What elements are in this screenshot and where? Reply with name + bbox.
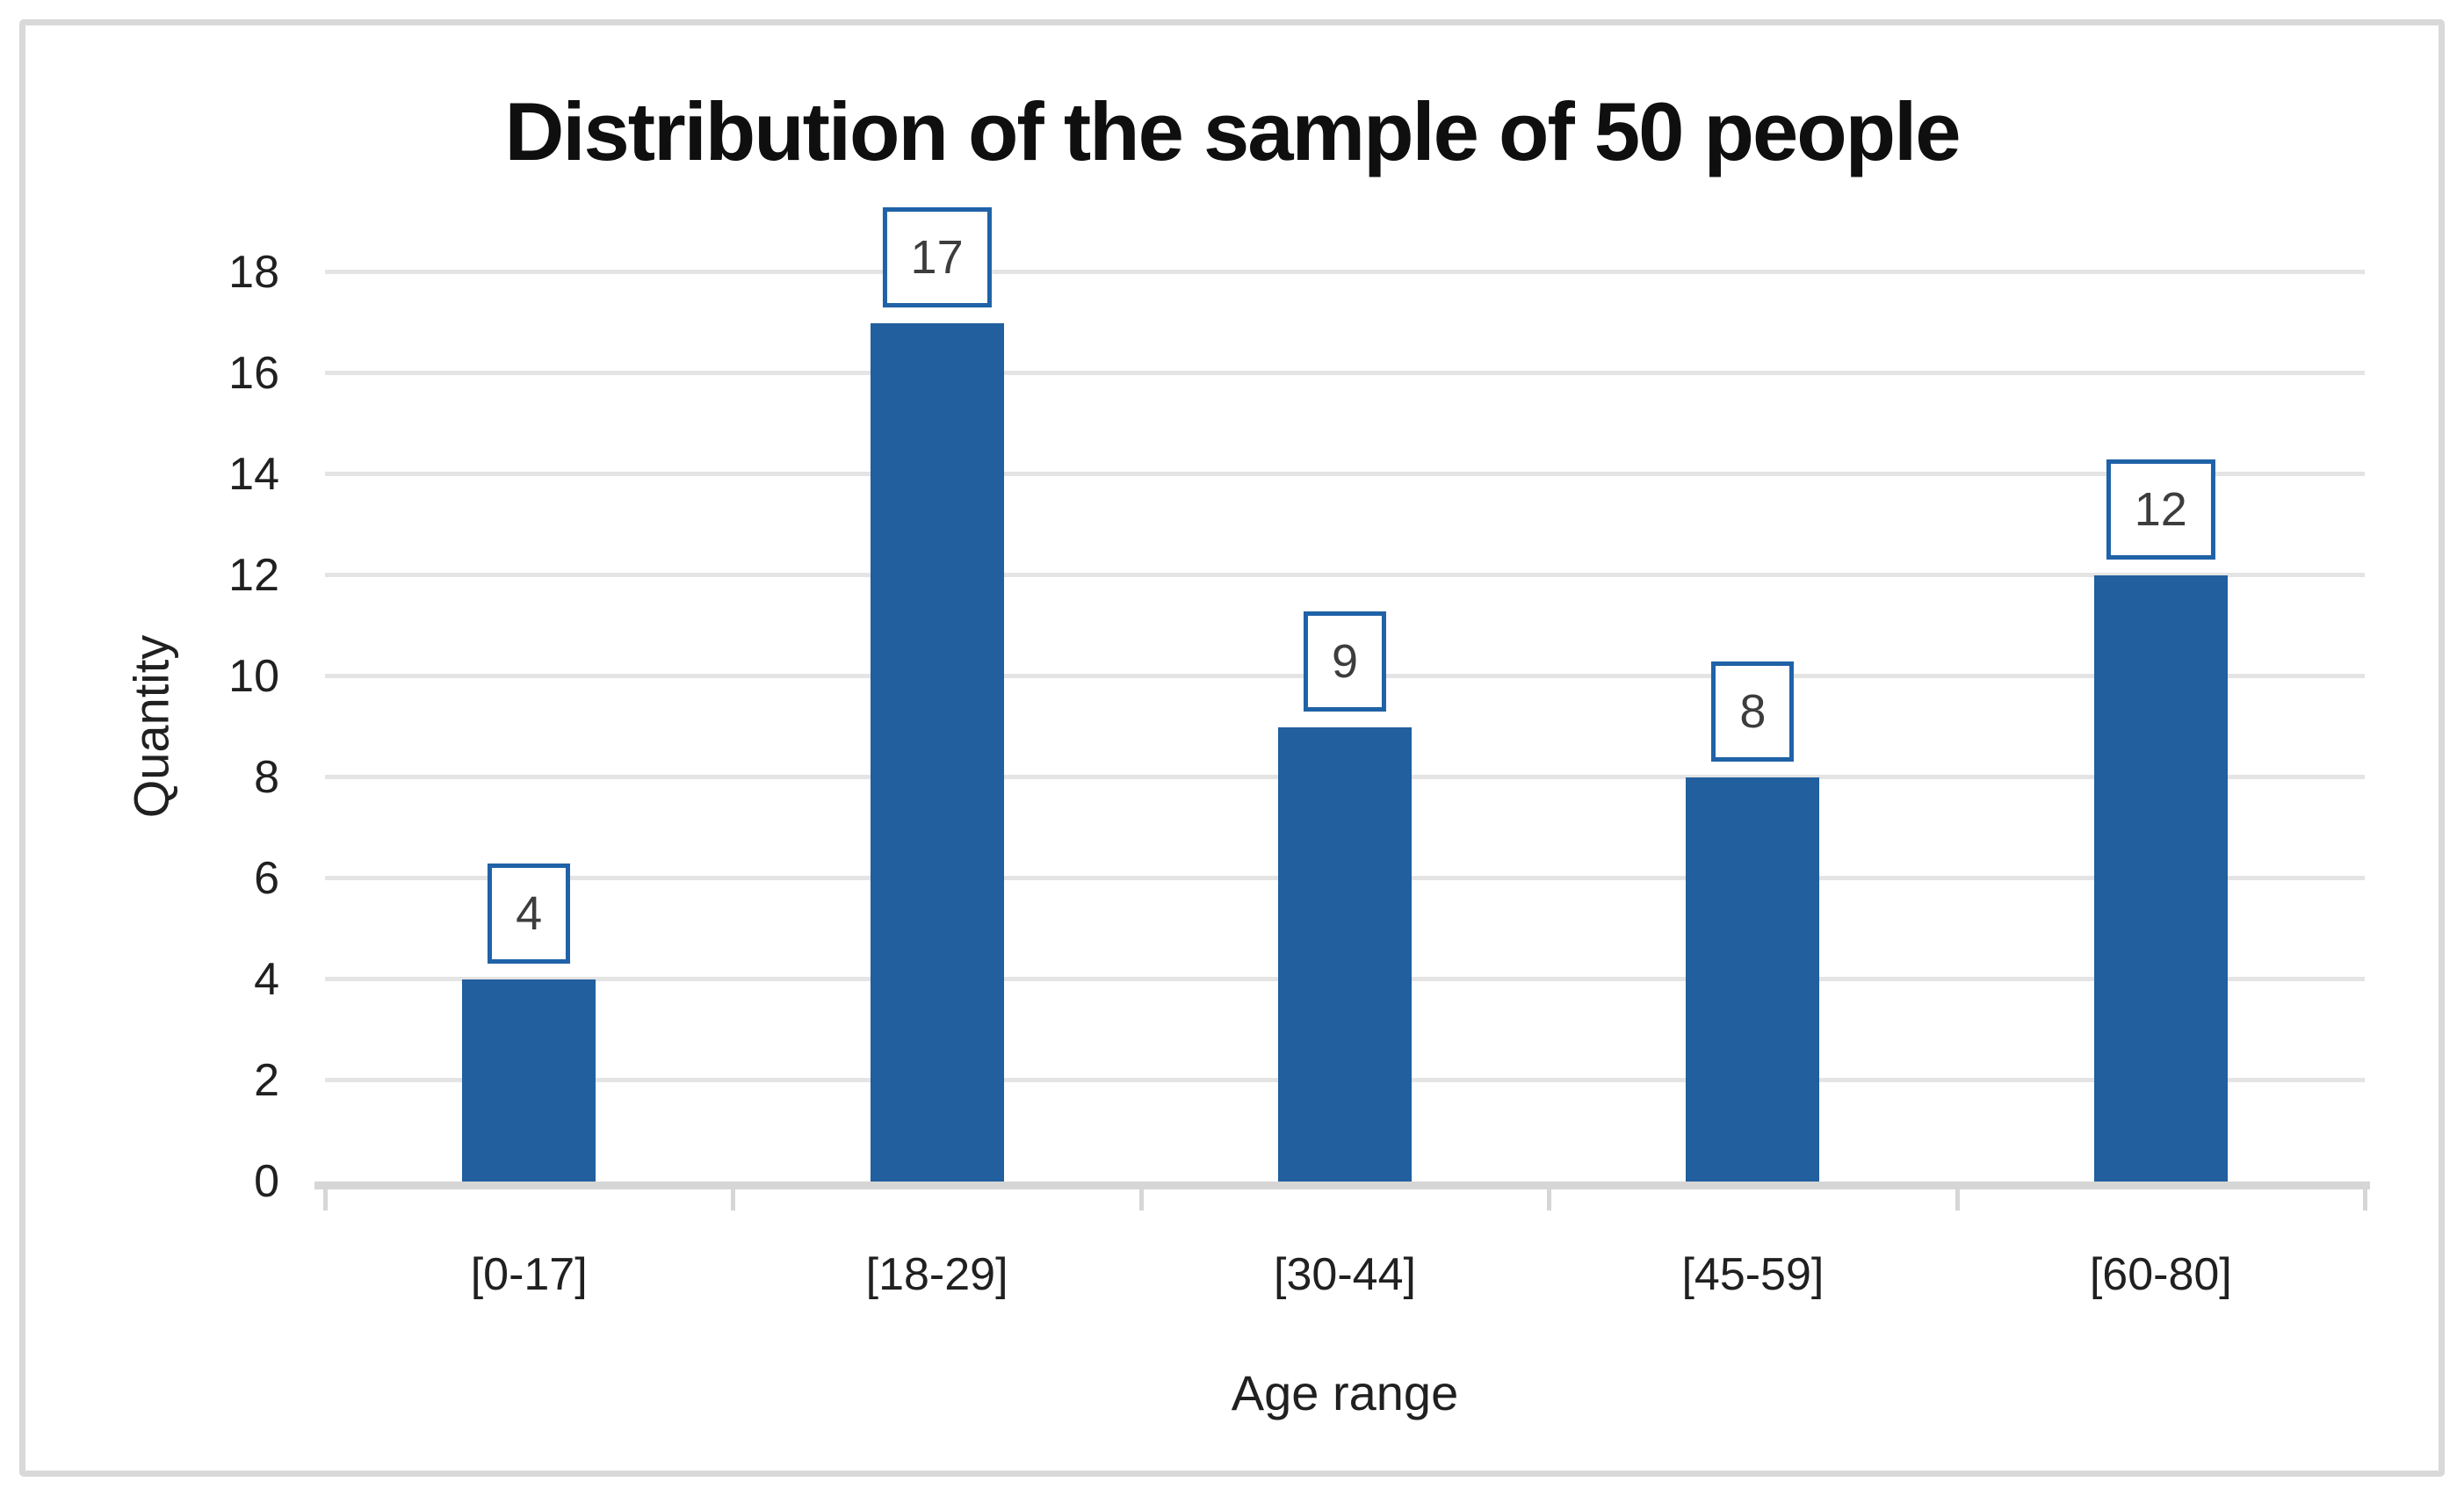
y-tick-label-14: 14 [228,449,279,500]
y-tick-label-2: 2 [254,1055,279,1106]
y-tick-label-4: 4 [254,954,279,1005]
x-axis-tick-2 [1138,1188,1144,1211]
gridline-y-14 [325,472,2365,476]
bar-[60-80] [2093,575,2228,1182]
y-tick-label-10: 10 [228,651,279,702]
bar-[45-59] [1686,777,1820,1182]
chart-title: Distribution of the sample of 50 people [504,85,1962,177]
y-tick-label-18: 18 [228,247,279,298]
gridline-y-18 [325,270,2365,274]
x-tick-label-[45-59]: [45-59] [1681,1249,1825,1300]
y-tick-label-6: 6 [254,853,279,904]
data-label-[18-29]: 17 [882,206,992,307]
data-label-[30-44]: 9 [1303,611,1387,712]
x-tick-label-[60-80]: [60-80] [2089,1249,2232,1300]
y-tick-label-12: 12 [228,550,279,601]
x-tick-label-[18-29]: [18-29] [865,1249,1008,1300]
y-tick-label-8: 8 [254,752,279,803]
data-label-[45-59]: 8 [1711,661,1795,762]
x-axis-tick-3 [1547,1188,1552,1211]
x-axis-tick-1 [731,1188,736,1211]
chart-frame [19,19,2445,1477]
y-tick-label-0: 0 [254,1156,279,1207]
bar-[0-17] [462,979,596,1182]
x-axis-tick-4 [1955,1188,1960,1211]
gridline-y-12 [325,573,2365,577]
x-tick-label-[30-44]: [30-44] [1274,1249,1416,1300]
x-axis-tick-5 [2363,1188,2367,1211]
y-tick-label-16: 16 [228,348,279,399]
bar-[30-44] [1278,726,1412,1182]
bar-[18-29] [870,322,1004,1182]
x-axis-title: Age range [1231,1365,1459,1420]
data-label-[60-80]: 12 [2106,459,2215,560]
x-axis-tick-0 [323,1188,328,1211]
data-label-[0-17]: 4 [488,864,571,964]
x-axis-line [314,1182,2370,1189]
plot-area: 4 17 9 8 12 [325,206,2365,1182]
y-axis-tick-labels: 0 2 4 6 8 10 12 14 16 18 [0,0,279,1496]
x-tick-label-[0-17]: [0-17] [470,1249,588,1300]
gridline-y-16 [325,371,2365,375]
